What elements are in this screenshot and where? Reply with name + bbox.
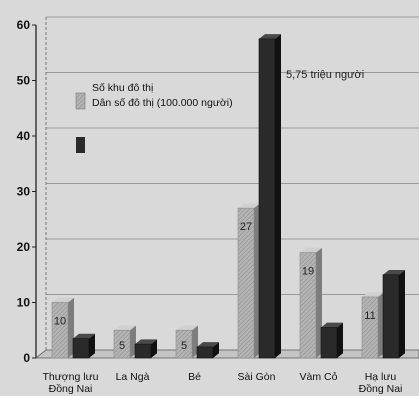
y-tick-label: 20: [17, 240, 31, 254]
category-label: Hạ lưu Đồng Nai: [359, 371, 403, 395]
data-label: 19: [302, 266, 314, 278]
bar-side: [254, 203, 260, 358]
legend-label-series-1: Số khu đô thị: [92, 82, 153, 94]
bar-side: [192, 325, 198, 358]
category-label: Vàm Cỏ: [300, 371, 338, 383]
data-labels: 10 5 5 27 19 11: [54, 221, 376, 352]
bar-top: [383, 269, 405, 275]
bar-front: [196, 346, 214, 359]
bar-top: [321, 322, 343, 328]
y-tick-label: 0: [23, 351, 30, 365]
bar-front: [299, 252, 317, 359]
bar-front: [361, 296, 379, 359]
bar-top: [114, 325, 136, 331]
bar-series-2: [320, 322, 343, 359]
y-tick-label: 50: [17, 74, 31, 88]
bar-series-1: [361, 292, 384, 359]
bar-series-2: [382, 269, 405, 359]
y-tick-labels: 0 10 20 30 40 50 60: [17, 18, 31, 365]
data-label: 11: [364, 310, 375, 322]
bar-front: [72, 338, 90, 359]
y-tick-label: 30: [17, 185, 31, 199]
bar-series-1: [113, 325, 136, 359]
bar-top: [259, 34, 281, 39]
bar-side: [399, 269, 405, 358]
legend-label-series-2: Dân số đô thị (100.000 người): [92, 97, 233, 109]
y-tick-label: 40: [17, 129, 31, 143]
bar-side: [89, 333, 95, 358]
bar-series-2: [72, 333, 95, 359]
bar-side: [316, 247, 322, 358]
bar-front: [258, 38, 276, 359]
annotation-label: 5,75 triệu người: [286, 69, 364, 81]
bar-front: [113, 329, 131, 359]
bar-top: [238, 203, 260, 209]
category-label: Bé: [188, 371, 201, 383]
category-labels: Thượng lưu Đồng Nai La Ngà Bé Sài Gòn Vàm Cỏ H…: [43, 371, 403, 395]
bar-front: [51, 302, 69, 359]
category-label: Sài Gòn: [238, 371, 276, 383]
bar-top: [73, 333, 95, 339]
y-tick-label: 10: [17, 296, 31, 310]
data-label: 5: [119, 340, 125, 352]
bar-front: [175, 329, 193, 359]
bar-front: [237, 207, 255, 359]
bar-side: [68, 297, 74, 358]
bar-side: [151, 339, 157, 358]
category-label: Thượng lưu Đồng Nai: [43, 371, 99, 395]
bar-series-2: [196, 342, 219, 359]
data-label: 10: [54, 316, 66, 328]
bar-front: [320, 327, 338, 359]
y-tick-label: 60: [17, 18, 31, 32]
bar-side: [378, 292, 384, 358]
bar-series-1: [51, 297, 74, 359]
bar-front: [134, 343, 152, 359]
bar-side: [275, 34, 281, 358]
legend: Số khu đô thị Dân số đô thị (100.000 ngư…: [75, 82, 233, 153]
bar-top: [135, 339, 157, 345]
data-label: 5: [181, 340, 187, 352]
bar-top: [197, 342, 219, 347]
bar-top: [362, 292, 384, 297]
legend-swatch-series-2: [76, 137, 85, 153]
bar-top: [176, 325, 198, 331]
bar-top: [52, 297, 74, 303]
bars: [51, 34, 405, 359]
bar-series-1: [175, 325, 198, 359]
bar-side: [213, 342, 219, 358]
bar-series-2: [134, 339, 157, 359]
category-label: La Ngà: [116, 371, 150, 383]
bar-series-1: [237, 203, 260, 359]
gridlines: [46, 16, 419, 295]
bar-series-2: [258, 34, 281, 359]
legend-swatch-series-1: [75, 92, 86, 110]
data-label: 27: [240, 221, 252, 233]
bar-side: [130, 325, 136, 358]
bar-series-1: [299, 247, 322, 359]
bar-front: [382, 274, 400, 359]
bar-side: [337, 322, 343, 358]
bar-top: [300, 247, 322, 253]
